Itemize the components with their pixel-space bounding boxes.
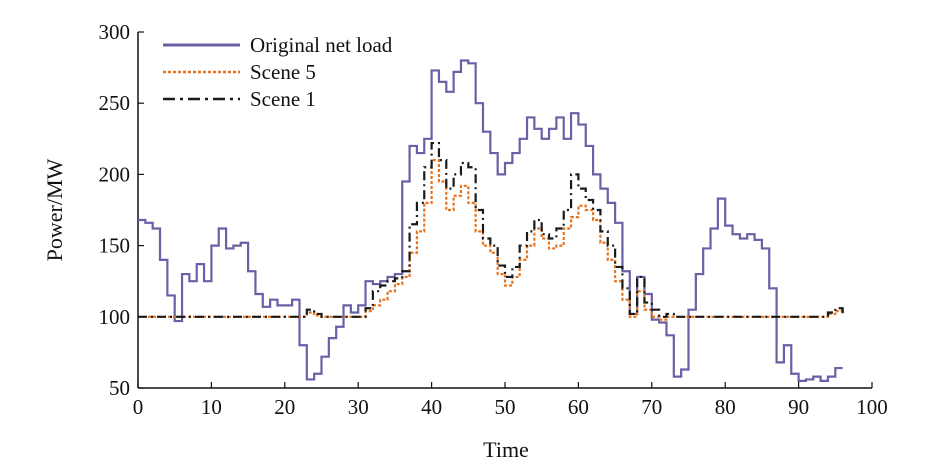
x-tick-label: 40 bbox=[421, 395, 442, 419]
x-axis-title: Time bbox=[483, 437, 529, 462]
x-tick-label: 10 bbox=[201, 395, 222, 419]
y-tick-label: 250 bbox=[99, 91, 131, 115]
y-tick-label: 150 bbox=[99, 234, 131, 258]
series-layer bbox=[138, 59, 844, 382]
x-tick-label: 80 bbox=[715, 395, 736, 419]
x-tick-label: 90 bbox=[788, 395, 809, 419]
x-tick-label: 60 bbox=[568, 395, 589, 419]
x-tick-label: 0 bbox=[133, 395, 144, 419]
y-tick-label: 200 bbox=[99, 162, 131, 186]
series-line-2 bbox=[138, 141, 844, 318]
y-tick-label: 50 bbox=[109, 376, 130, 400]
legend-label: Scene 5 bbox=[250, 60, 316, 84]
axes: 0 10 20 30 40 50 60 70 80 90 100 50 100 150 200 250 300 bbox=[99, 20, 888, 419]
x-tick-label: 30 bbox=[348, 395, 369, 419]
x-tick-label: 70 bbox=[641, 395, 662, 419]
legend-label: Scene 1 bbox=[250, 87, 316, 111]
x-tick-label: 20 bbox=[274, 395, 295, 419]
x-tick-label: 100 bbox=[856, 395, 888, 419]
y-tick-label: 100 bbox=[99, 305, 131, 329]
series-line-1 bbox=[138, 159, 844, 321]
series-line-0 bbox=[138, 59, 843, 382]
y-tick-label: 300 bbox=[99, 20, 131, 44]
y-axis-title: Power/MW bbox=[42, 158, 67, 261]
legend-label: Original net load bbox=[250, 33, 393, 57]
legend: Original net load Scene 5 Scene 1 bbox=[163, 33, 393, 111]
x-tick-label: 50 bbox=[495, 395, 516, 419]
